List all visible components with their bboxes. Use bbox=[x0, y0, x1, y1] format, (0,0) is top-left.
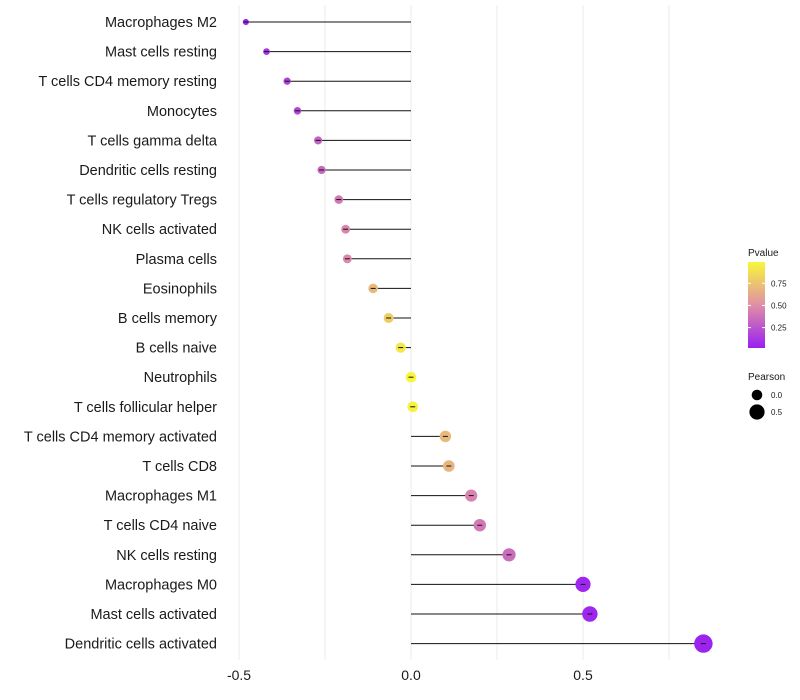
x-tick-label: -0.5 bbox=[227, 667, 251, 683]
color-legend-title: Pvalue bbox=[748, 248, 779, 259]
category-label: NK cells activated bbox=[102, 222, 217, 238]
category-label: Mast cells resting bbox=[105, 45, 217, 61]
category-label: Dendritic cells resting bbox=[79, 163, 217, 179]
color-legend-bar bbox=[748, 262, 765, 348]
category-label: T cells CD8 bbox=[142, 459, 217, 475]
category-label: Mast cells activated bbox=[90, 607, 217, 623]
category-label: Plasma cells bbox=[136, 252, 217, 268]
category-label: Macrophages M0 bbox=[105, 577, 217, 593]
stems bbox=[245, 21, 704, 645]
category-label: Dendritic cells activated bbox=[65, 637, 217, 653]
category-label: Eosinophils bbox=[143, 281, 217, 297]
x-axis-ticks: -0.5 0.0 0.5 bbox=[227, 667, 593, 683]
size-legend-title: Pearson bbox=[748, 372, 785, 383]
category-label: T cells follicular helper bbox=[74, 400, 217, 416]
category-label: Macrophages M2 bbox=[105, 15, 217, 31]
size-legend-label: 0.0 bbox=[771, 391, 783, 400]
grid bbox=[238, 5, 670, 660]
x-tick-label: 0.5 bbox=[573, 667, 593, 683]
category-label: T cells gamma delta bbox=[88, 133, 218, 149]
category-label: Monocytes bbox=[147, 104, 217, 120]
color-legend-label: 0.25 bbox=[771, 324, 787, 333]
color-legend-label: 0.50 bbox=[771, 301, 787, 310]
category-label: B cells naive bbox=[136, 341, 217, 357]
category-label: T cells CD4 memory activated bbox=[24, 429, 217, 445]
category-label: T cells CD4 memory resting bbox=[38, 74, 217, 90]
legend: Pvalue 0.75 0.50 0.25 Pearson 0.0 0.5 bbox=[748, 248, 787, 420]
category-label: T cells CD4 naive bbox=[104, 518, 217, 534]
category-label: NK cells resting bbox=[116, 548, 217, 564]
category-label: Neutrophils bbox=[144, 370, 217, 386]
size-legend-dot bbox=[751, 389, 763, 401]
x-tick-label: 0.0 bbox=[401, 667, 421, 683]
size-legend-dot bbox=[749, 404, 765, 420]
points bbox=[242, 18, 713, 653]
category-label: B cells memory bbox=[118, 311, 218, 327]
category-label: Macrophages M1 bbox=[105, 489, 217, 505]
category-label: T cells regulatory Tregs bbox=[67, 193, 217, 209]
size-legend-label: 0.5 bbox=[771, 408, 783, 417]
category-labels: Macrophages M2 Mast cells resting T cells … bbox=[24, 15, 218, 653]
color-legend-label: 0.75 bbox=[771, 279, 787, 288]
